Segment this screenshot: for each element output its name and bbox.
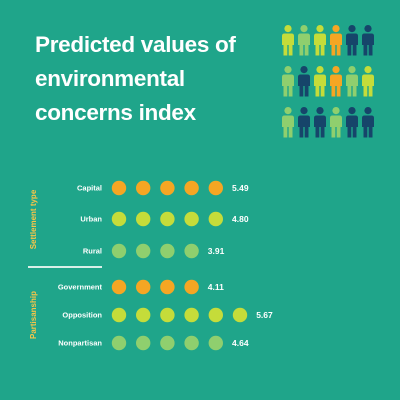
person-icon [282, 107, 294, 138]
value-dot [160, 211, 175, 227]
person-icon [362, 107, 374, 138]
row-label: Opposition [62, 311, 102, 320]
group-label: Partisanship [29, 291, 38, 339]
value-dot [136, 180, 151, 196]
row-label: Rural [83, 247, 102, 256]
value-dot [160, 307, 175, 323]
person-icon [298, 107, 310, 138]
value-dot [208, 307, 223, 323]
value-dot [184, 307, 199, 323]
value-dot [136, 211, 151, 227]
title-line-2: environmental [35, 66, 185, 91]
value-dot [160, 335, 175, 351]
person-icon [330, 25, 342, 56]
value-dot [184, 279, 199, 295]
person-icon [346, 107, 358, 138]
person-icon [362, 66, 374, 97]
value-label: 4.11 [208, 282, 224, 292]
person-icon [330, 107, 342, 138]
group-label: Settlement type [29, 189, 38, 249]
value-label: 4.64 [232, 338, 249, 348]
value-dot [136, 307, 151, 323]
value-dot [208, 211, 223, 227]
value-dot [208, 180, 223, 196]
chart-title: Predicted values of environmental concer… [35, 28, 275, 130]
value-dot [184, 180, 199, 196]
person-icon [346, 25, 358, 56]
value-dot [136, 243, 151, 259]
row-label: Nonpartisan [58, 339, 102, 348]
person-icon [282, 66, 294, 97]
row-label: Urban [80, 215, 102, 224]
value-dot [160, 243, 175, 259]
title-line-3: concerns index [35, 100, 196, 125]
value-dot [111, 307, 127, 323]
value-dot [184, 211, 199, 227]
person-icon [330, 66, 342, 97]
title-line-1: Predicted values of [35, 32, 236, 57]
person-icon [298, 25, 310, 56]
value-dot [136, 279, 151, 295]
value-label: 4.80 [232, 214, 249, 224]
value-dot [160, 180, 175, 196]
value-label: 5.49 [232, 183, 249, 193]
value-dot [111, 211, 127, 227]
people-icon-grid [282, 25, 374, 138]
value-dot [136, 335, 151, 351]
person-icon [314, 66, 326, 97]
value-dot [111, 335, 127, 351]
value-dot [111, 279, 127, 295]
row-label: Government [58, 283, 103, 292]
value-label: 5.67 [256, 310, 273, 320]
person-icon [346, 66, 358, 97]
value-dot [208, 335, 223, 351]
row-label: Capital [77, 184, 102, 193]
person-icon [314, 107, 326, 138]
person-icon [362, 25, 374, 56]
value-dot [184, 243, 199, 259]
value-label: 3.91 [208, 246, 225, 256]
value-dot [184, 335, 199, 351]
person-icon [282, 25, 294, 56]
value-dot [160, 279, 175, 295]
person-icon [314, 25, 326, 56]
value-dot [111, 243, 127, 259]
value-dot [232, 307, 248, 323]
value-dot [111, 180, 127, 196]
person-icon [298, 66, 310, 97]
